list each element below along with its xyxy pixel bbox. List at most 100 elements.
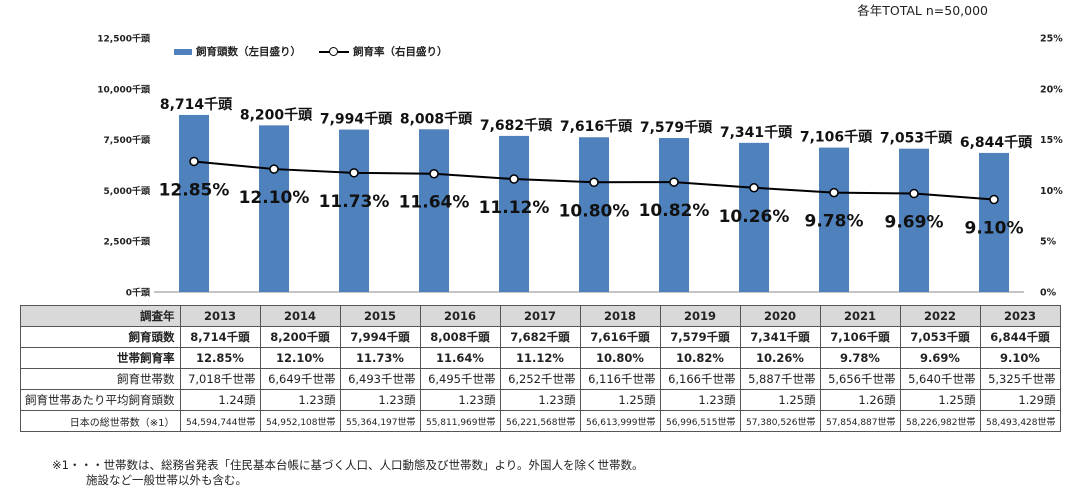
- table-cell: 1.23頭: [419, 389, 501, 411]
- left-axis-tick-label: 2,500千頭: [104, 236, 151, 248]
- bar-value-label: 6,844千頭: [960, 134, 1033, 151]
- chart-legend: 飼育頭数（左目盛り） 飼育率（右目盛り）: [174, 44, 448, 59]
- legend-line-swatch: [319, 46, 349, 57]
- table-cell: 55,364,197世帯: [339, 410, 421, 432]
- table-cell: 1.29頭: [979, 389, 1061, 411]
- bar-value-label: 8,200千頭: [240, 106, 313, 123]
- table-cell: 2020: [739, 305, 821, 327]
- line-value-label: 11.64%: [399, 193, 470, 213]
- table-cell: 2022: [899, 305, 981, 327]
- line-point: [349, 168, 359, 178]
- table-row-header: 世帯飼育率: [20, 347, 181, 369]
- line-point: [189, 156, 199, 167]
- line-value-label: 12.85%: [159, 180, 230, 200]
- table-cell: 11.64%: [419, 347, 501, 369]
- table-cell: 2014: [259, 305, 341, 327]
- bar-value-label: 7,616千頭: [560, 118, 633, 135]
- footnote-line-1: ※1・・・世帯数は、総務省発表「住民基本台帳に基づく人口、人口動態及び世帯数」よ…: [52, 458, 644, 472]
- table-cell: 6,649千世帯: [259, 368, 341, 390]
- table-cell: 57,854,887世帯: [819, 410, 901, 432]
- bar-value-label: 8,714千頭: [160, 96, 233, 113]
- right-axis-tick-label: 25%: [1040, 34, 1063, 45]
- legend-bar-swatch: [174, 48, 192, 55]
- table-cell: 1.25頭: [899, 389, 981, 411]
- bar: [499, 135, 529, 292]
- table-cell: 54,594,744世帯: [179, 410, 261, 432]
- legend-line-label: 飼育率（右目盛り）: [353, 46, 448, 58]
- table-cell: 9.78%: [819, 347, 901, 369]
- right-axis-tick-label: 15%: [1040, 135, 1063, 146]
- table-cell: 2021: [819, 305, 901, 327]
- table-cell: 12.10%: [259, 347, 341, 369]
- bar-value-label: 7,053千頭: [880, 130, 953, 147]
- line-value-label: 11.73%: [319, 192, 390, 212]
- line-value-label: 9.69%: [885, 213, 944, 233]
- right-axis-tick-label: 10%: [1040, 186, 1063, 197]
- line-value-label: 11.12%: [479, 198, 550, 218]
- right-axis-tick-label: 5%: [1040, 237, 1057, 248]
- table-cell: 6,166千世帯: [659, 368, 741, 390]
- table-cell: 5,887千世帯: [739, 368, 821, 390]
- table-cell: 2015: [339, 305, 421, 327]
- line-value-label: 9.10%: [965, 219, 1024, 239]
- table-cell: 5,656千世帯: [819, 368, 901, 390]
- table-cell: 7,106千頭: [819, 326, 901, 348]
- sample-size-note: 各年TOTAL n=50,000: [857, 3, 988, 18]
- table-cell: 2019: [659, 305, 741, 327]
- left-axis-tick-label: 12,500千頭: [97, 33, 151, 45]
- table-cell: 6,844千頭: [979, 326, 1061, 348]
- table-row-header: 飼育世帯数: [20, 368, 181, 390]
- table-cell: 1.23頭: [499, 389, 581, 411]
- table-row: 調査年 2013 2014 2015 2016 2017 2018 2019 2020 2021 2…: [20, 305, 1061, 327]
- line-point: [669, 177, 679, 187]
- table-cell: 6,495千世帯: [419, 368, 501, 390]
- line-value-label: 10.82%: [639, 201, 710, 221]
- table-cell: 6,493千世帯: [339, 368, 421, 390]
- table-cell: 10.80%: [579, 347, 661, 369]
- table-row: 飼育世帯あたり平均飼育頭数 1.24頭 1.23頭 1.23頭 1.23頭 1.23頭 1.…: [20, 389, 1061, 411]
- table-cell: 58,226,982世帯: [899, 410, 981, 432]
- bar: [739, 142, 769, 292]
- table-cell: 1.25頭: [579, 389, 661, 411]
- bar-value-label: 7,994千頭: [320, 111, 393, 128]
- table-cell: 6,252千世帯: [499, 368, 581, 390]
- table-cell: 7,994千頭: [339, 326, 421, 348]
- table-cell: 1.24頭: [179, 389, 261, 411]
- line-point: [509, 174, 519, 184]
- line-point: [429, 168, 439, 179]
- legend-bar-label: 飼育頭数（左目盛り）: [196, 46, 301, 58]
- table-cell: 58,493,428世帯: [979, 410, 1061, 432]
- table-cell: 10.26%: [739, 347, 821, 369]
- bar-value-label: 8,008千頭: [400, 110, 473, 127]
- footnote-line-2: 施設など一般世帯以外も含む。: [86, 473, 247, 487]
- line-point: [269, 164, 279, 174]
- table-cell: 54,952,108世帯: [259, 410, 341, 432]
- table-cell: 9.10%: [979, 347, 1061, 369]
- line-point: [589, 177, 599, 188]
- table-cell: 8,200千頭: [259, 326, 341, 348]
- table-cell: 10.82%: [659, 347, 741, 369]
- table-row-header: 飼育頭数: [20, 326, 181, 348]
- line-point: [989, 194, 999, 205]
- table-cell: 2018: [579, 305, 661, 327]
- right-axis-tick-label: 20%: [1040, 84, 1063, 95]
- bar: [179, 114, 209, 292]
- bar: [259, 125, 289, 292]
- left-axis-tick-label: 5,000千頭: [104, 185, 151, 197]
- table-cell: 1.23頭: [339, 389, 421, 411]
- table-cell: 56,221,568世帯: [499, 410, 581, 432]
- line-value-label: 9.78%: [805, 212, 864, 232]
- bar: [899, 148, 929, 292]
- left-axis-tick-label: 10,000千頭: [97, 83, 151, 95]
- bar-value-label: 7,106千頭: [800, 129, 873, 146]
- table-cell: 8,008千頭: [419, 326, 501, 348]
- table-cell: 9.69%: [899, 347, 981, 369]
- table-cell: 8,714千頭: [179, 326, 261, 348]
- table-cell: 7,616千頭: [579, 326, 661, 348]
- table-row: 飼育頭数 8,714千頭 8,200千頭 7,994千頭 8,008千頭 7,682千頭 7…: [20, 326, 1061, 348]
- table-cell: 5,325千世帯: [979, 368, 1061, 390]
- table-row-header: 飼育世帯あたり平均飼育頭数: [20, 389, 181, 411]
- line-point: [909, 188, 919, 199]
- table-cell: 2023: [979, 305, 1061, 327]
- table-cell: 1.26頭: [819, 389, 901, 411]
